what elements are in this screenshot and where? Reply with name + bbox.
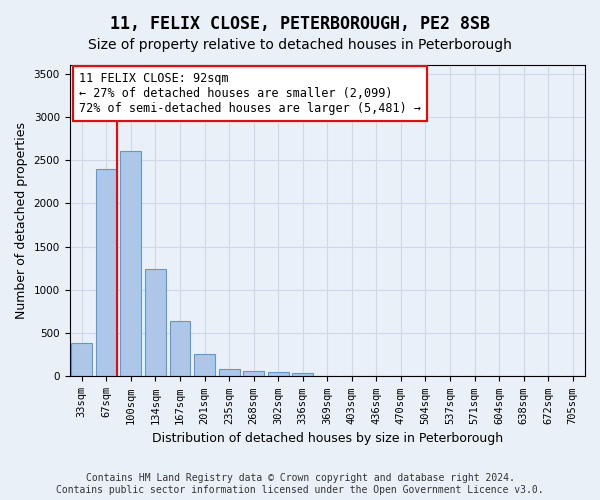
Bar <box>170 321 190 376</box>
Bar <box>243 372 264 376</box>
Text: 11, FELIX CLOSE, PETERBOROUGH, PE2 8SB: 11, FELIX CLOSE, PETERBOROUGH, PE2 8SB <box>110 15 490 33</box>
Y-axis label: Number of detached properties: Number of detached properties <box>15 122 28 319</box>
Bar <box>121 150 142 376</box>
Bar <box>71 342 92 376</box>
Text: Contains HM Land Registry data © Crown copyright and database right 2024.
Contai: Contains HM Land Registry data © Crown c… <box>56 474 544 495</box>
Text: 11 FELIX CLOSE: 92sqm
← 27% of detached houses are smaller (2,099)
72% of semi-d: 11 FELIX CLOSE: 92sqm ← 27% of detached … <box>79 72 421 115</box>
X-axis label: Distribution of detached houses by size in Peterborough: Distribution of detached houses by size … <box>152 432 503 445</box>
Bar <box>194 354 215 376</box>
Bar <box>218 368 239 376</box>
Bar <box>96 169 117 376</box>
Bar <box>292 373 313 376</box>
Bar <box>145 269 166 376</box>
Text: Size of property relative to detached houses in Peterborough: Size of property relative to detached ho… <box>88 38 512 52</box>
Bar <box>268 372 289 376</box>
